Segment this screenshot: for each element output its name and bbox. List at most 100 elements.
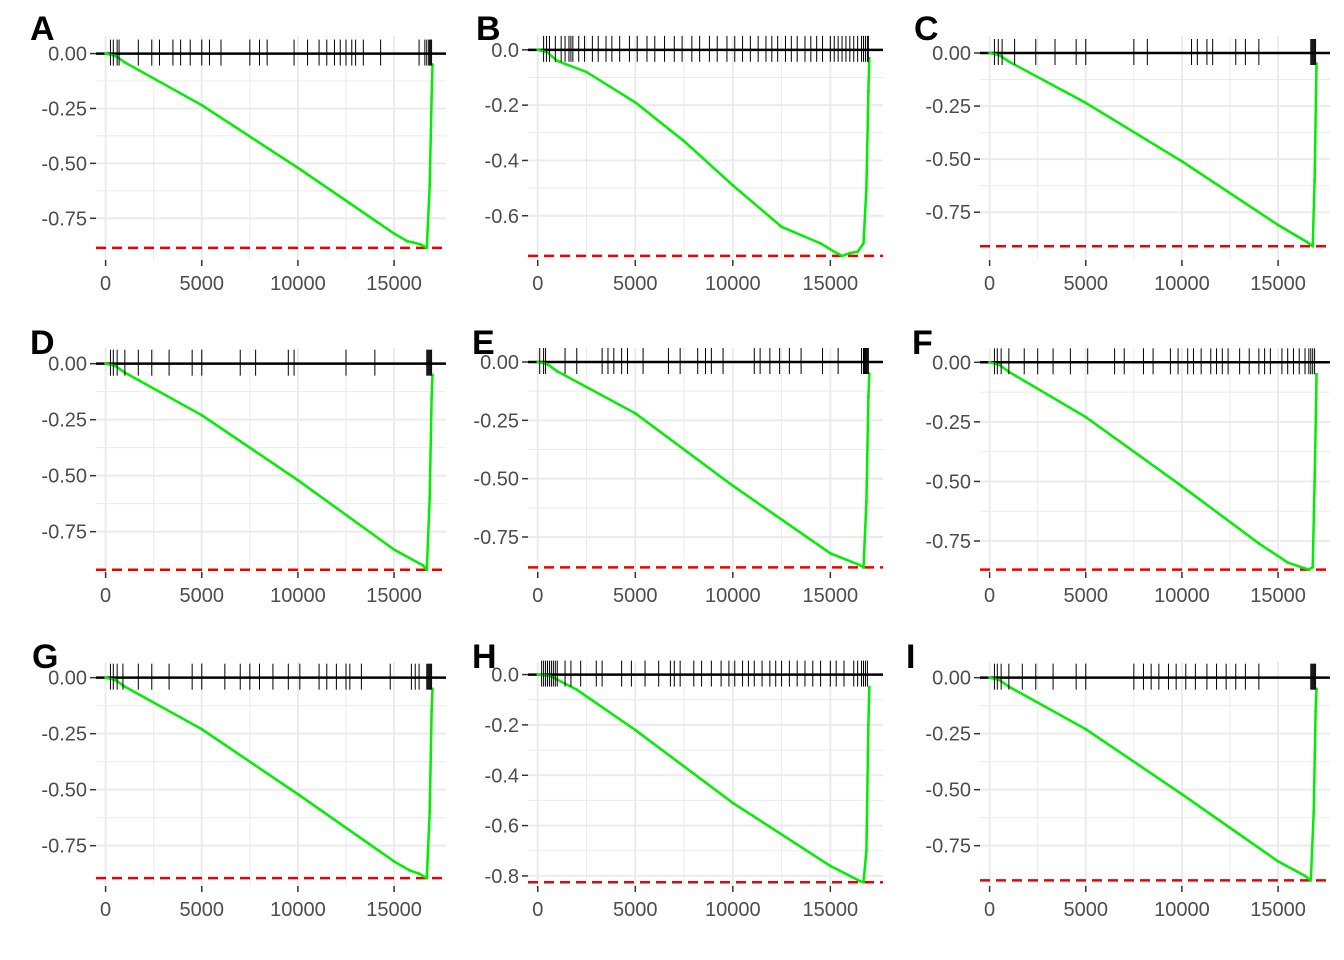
enrichment-point [296,792,300,796]
enrichment-point [988,51,992,55]
enrichment-point [858,563,861,567]
enrichment-point [731,183,735,187]
x-tick-label: 15000 [803,899,859,921]
enrichment-point [988,676,992,680]
enrichment-point [1257,542,1261,545]
enrichment-point [731,484,735,488]
panel-label: A [30,10,55,48]
enrichment-point [428,810,432,814]
enrichment-point [862,565,865,569]
enrichment-point [866,89,870,93]
enrichment-point [392,232,396,236]
panel-label: B [476,10,501,48]
enrichment-point [392,548,396,551]
enrichment-point [1314,83,1318,87]
enrichment-point [865,849,868,853]
panel-g: 0 5000 10000 15000 0.00 -0.25 -0.50 -0.75 G [32,638,446,921]
enrichment-point [1311,565,1315,569]
enrichment-point [1084,727,1088,731]
x-tick-label: 0 [984,585,995,607]
x-tick-label: 0 [532,899,543,921]
enrichment-point [865,186,868,190]
enrichment-point [867,685,871,689]
y-tick-label: -0.75 [41,522,87,544]
y-tick-label: 0.0 [491,665,519,687]
enrichment-point [1084,415,1088,419]
panel-i: 0 5000 10000 15000 0.00 -0.25 -0.50 -0.75 I [906,638,1330,921]
enrichment-point [1312,810,1316,814]
y-tick-label: -0.75 [925,531,971,553]
y-tick-label: 0.0 [491,40,519,62]
y-tick-label: -0.4 [485,150,519,172]
x-tick-label: 10000 [705,273,761,295]
enrichment-point [419,243,423,247]
enrichment-point [682,139,686,143]
y-tick-label: -0.50 [41,780,87,802]
panel-h: 0 5000 10000 15000 0.0 -0.2 -0.4 -0.6 -0.8 H [472,638,883,921]
enrichment-point [862,242,865,245]
panel-label: C [914,10,939,48]
enrichment-point [296,166,300,170]
enrichment-point [296,478,300,482]
enrichment-point [200,103,204,107]
enrichment-point [1303,874,1307,878]
panel-b: 0 5000 10000 15000 0.0 -0.2 -0.4 -0.6 B [476,10,883,295]
enrichment-point [633,728,637,732]
x-tick-label: 5000 [1064,899,1109,921]
x-tick-label: 0 [532,273,543,295]
enrichment-curve [989,361,1318,571]
y-tick-label: 0.00 [932,668,971,690]
y-tick-label: -0.50 [925,471,971,493]
y-tick-label: -0.50 [925,780,971,802]
enrichment-point [536,673,540,676]
enrichment-point [1314,709,1317,713]
enrichment-point [997,678,1001,682]
y-tick-label: -0.50 [925,149,971,171]
enrichment-point [421,563,425,567]
y-tick-label: -0.2 [485,715,519,737]
enrichment-point [866,723,870,727]
enrichment-point [840,254,844,258]
enrichment-point [1307,568,1311,572]
enrichment-point [866,395,870,399]
y-tick-label: -0.25 [41,98,87,120]
enrichment-point [428,183,432,187]
y-tick-label: -0.75 [41,208,87,230]
panel-c: 0 5000 10000 15000 0.00 -0.25 -0.50 -0.75 C [914,10,1330,295]
x-tick-label: 0 [984,899,995,921]
x-tick-label: 15000 [366,273,422,295]
enrichment-point [417,872,421,876]
y-tick-label: -0.75 [925,202,971,224]
y-tick-label: -0.6 [485,206,519,228]
enrichment-point [1180,159,1184,163]
x-tick-label: 15000 [803,273,859,295]
x-tick-label: 15000 [366,585,422,607]
enrichment-point [1007,60,1011,63]
enrichment-point [1276,223,1280,227]
x-tick-label: 10000 [1154,273,1210,295]
panel-e: 0 5000 10000 15000 0.00 -0.25 -0.50 -0.75 E [472,324,883,607]
y-tick-label: -0.75 [473,527,519,549]
y-tick-label: -0.25 [925,96,971,118]
enrichment-point [430,709,433,713]
y-tick-label: -0.6 [485,816,519,838]
enrichment-point [848,251,852,255]
panel-a: 0 5000 10000 15000 0.00 -0.25 -0.50 -0.75 A [30,10,446,295]
enrichment-point [113,364,117,368]
enrichment-point [546,362,549,366]
panel-label: D [30,324,55,362]
enrichment-point [988,360,992,364]
enrichment-curve [537,673,871,884]
enrichment-point [113,54,117,58]
enrichment-point [799,233,803,237]
enrichment-point [1305,240,1309,244]
enrichment-point [1309,879,1313,882]
x-tick-label: 15000 [803,585,859,607]
x-tick-label: 0 [100,585,111,607]
enrichment-curve [537,48,871,258]
y-tick-label: -0.50 [41,466,87,488]
panel-label: H [472,638,497,676]
enrichment-point [1286,561,1290,564]
enrichment-point [425,246,429,250]
enrichment-point [633,100,637,104]
